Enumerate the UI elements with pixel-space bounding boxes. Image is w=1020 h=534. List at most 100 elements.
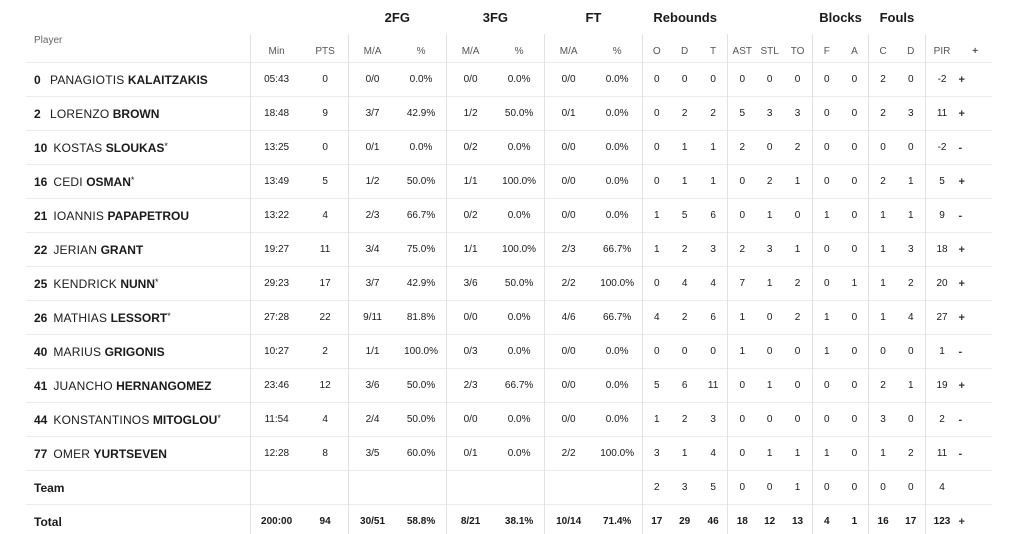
player-row[interactable]: 16 CEDI OSMAN* 13:49 5 1/2 50.0% 1/1 100.0% 0/0 0… <box>26 164 992 199</box>
player-name-cell[interactable]: 16 CEDI OSMAN* <box>26 164 251 199</box>
cell-blocks-a: 0 <box>840 62 869 97</box>
header-fouls-d[interactable]: D <box>907 46 915 57</box>
cell-pts: 17 <box>302 266 349 301</box>
player-row[interactable]: 40 MARIUS GRIGONIS 10:27 2 1/1 100.0% 0/3 0.0% 0… <box>26 334 992 369</box>
total-cell-fg3-pct: 38.1% <box>494 504 545 534</box>
player-last-name[interactable]: SLOUKAS <box>105 140 165 155</box>
player-first-name[interactable]: KOSTAS <box>53 140 103 155</box>
player-first-name[interactable]: LORENZO <box>50 106 110 121</box>
player-name-cell[interactable]: 44 KONSTANTINOS MITOGLOU* <box>26 402 251 437</box>
player-name-cell[interactable]: 77 OMER YURTSEVEN <box>26 436 251 471</box>
player-last-name[interactable]: PAPAPETROU <box>107 208 190 223</box>
total-cell-to: 13 <box>783 504 813 534</box>
player-first-name[interactable]: JUANCHO <box>53 378 113 393</box>
cell-fouls-c: 2 <box>868 62 897 97</box>
header-2fg-ma[interactable]: M/A <box>347 46 397 63</box>
player-last-name[interactable]: BROWN <box>112 106 160 121</box>
player-first-name[interactable]: KONSTANTINOS <box>53 412 150 427</box>
player-row[interactable]: 25 KENDRICK NUNN* 29:23 17 3/7 42.9% 3/6 50.0% 2… <box>26 266 992 301</box>
player-last-name[interactable]: NUNN <box>120 276 155 291</box>
player-last-name[interactable]: KALAITZAKIS <box>127 72 208 87</box>
player-name-cell[interactable]: 40 MARIUS GRIGONIS <box>26 334 251 369</box>
header-stl[interactable]: STL <box>760 46 779 57</box>
cell-fouls-c: 1 <box>868 300 897 335</box>
player-first-name[interactable]: KENDRICK <box>53 276 117 291</box>
player-last-name[interactable]: YURTSEVEN <box>93 446 167 461</box>
header-reb-o[interactable]: O <box>641 46 671 63</box>
cell-fg2-pct: 66.7% <box>396 198 447 233</box>
cell-min: 12:28 <box>249 436 303 471</box>
player-first-name[interactable]: JERIAN <box>53 242 98 257</box>
cell-ft-ma: 0/0 <box>543 130 593 165</box>
player-name-cell[interactable]: 10 KOSTAS SLOUKAS* <box>26 130 251 165</box>
total-cell-ft-ma: 10/14 <box>543 504 593 534</box>
player-name-cell[interactable]: 22 JERIAN GRANT <box>26 232 251 267</box>
cell-reb-d: 2 <box>670 96 699 131</box>
player-row[interactable]: 0 PANAGIOTIS KALAITZAKIS 05:43 0 0/0 0.0% 0/0 0… <box>26 62 992 97</box>
player-last-name[interactable]: LESSORT <box>110 310 168 325</box>
cell-fouls-d: 3 <box>896 96 926 131</box>
player-first-name[interactable]: OMER <box>53 446 91 461</box>
player-row[interactable]: 77 OMER YURTSEVEN 12:28 8 3/5 60.0% 0/1 0.0% 2/2… <box>26 436 992 471</box>
header-3fg-ma[interactable]: M/A <box>445 46 495 63</box>
player-name-cell[interactable]: 0 PANAGIOTIS KALAITZAKIS <box>26 62 251 97</box>
cell-plus-minus: - <box>958 130 992 165</box>
team-cell-reb-t: 5 <box>698 470 728 505</box>
cell-pts: 5 <box>302 164 349 199</box>
player-name-cell[interactable]: 21 IOANNIS PAPAPETROU <box>26 198 251 233</box>
header-reb-d[interactable]: D <box>681 46 689 57</box>
cell-fg3-pct: 50.0% <box>494 96 545 131</box>
player-row[interactable]: 26 MATHIAS LESSORT* 27:28 22 9/11 81.8% 0/0 0.0… <box>26 300 992 335</box>
player-first-name[interactable]: MATHIAS <box>53 310 108 325</box>
player-number: 41 <box>34 378 48 393</box>
header-to[interactable]: TO <box>790 46 805 57</box>
header-blocks-a[interactable]: A <box>851 46 858 57</box>
player-last-name[interactable]: OSMAN <box>86 174 131 189</box>
cell-fg2-pct: 75.0% <box>396 232 447 267</box>
header-ft-ma[interactable]: M/A <box>543 46 593 63</box>
player-first-name[interactable]: CEDI <box>53 174 83 189</box>
cell-ast: 0 <box>727 402 757 437</box>
cell-blocks-a: 0 <box>840 232 869 267</box>
player-row[interactable]: 2 LORENZO BROWN 18:48 9 3/7 42.9% 1/2 50.0% 0/1 0… <box>26 96 992 131</box>
header-ast[interactable]: AST <box>727 46 757 63</box>
team-cell-pir: 4 <box>924 470 959 505</box>
header-pir[interactable]: PIR <box>924 46 959 63</box>
player-row[interactable]: 10 KOSTAS SLOUKAS* 13:25 0 0/1 0.0% 0/2 0.0% 0/0… <box>26 130 992 165</box>
header-fouls-c[interactable]: C <box>868 46 897 63</box>
player-name-cell[interactable]: 25 KENDRICK NUNN* <box>26 266 251 301</box>
header-plus-minus[interactable]: + <box>972 46 979 57</box>
player-name-cell[interactable]: 2 LORENZO BROWN <box>26 96 251 131</box>
player-last-name[interactable]: HERNANGOMEZ <box>116 378 212 393</box>
team-cell-fg3-ma <box>445 470 495 505</box>
header-blocks-f[interactable]: F <box>811 46 841 63</box>
player-first-name[interactable]: IOANNIS <box>53 208 105 223</box>
cell-reb-o: 5 <box>641 368 671 403</box>
header-player[interactable]: Player <box>34 35 63 46</box>
player-number: 40 <box>34 344 48 359</box>
cell-plus-minus: + <box>958 266 992 301</box>
player-last-name[interactable]: MITOGLOU <box>152 412 218 427</box>
player-first-name[interactable]: MARIUS <box>53 344 102 359</box>
header-min[interactable]: Min <box>249 46 303 63</box>
player-last-name[interactable]: GRIGONIS <box>104 344 165 359</box>
player-row[interactable]: 44 KONSTANTINOS MITOGLOU* 11:54 4 2/4 50.0% 0/… <box>26 402 992 437</box>
header-3fg-pct[interactable]: % <box>514 46 524 57</box>
header-pts[interactable]: PTS <box>315 46 335 57</box>
cell-fg2-pct: 42.9% <box>396 96 447 131</box>
cell-ft-ma: 2/2 <box>543 266 593 301</box>
header-2fg-pct[interactable]: % <box>416 46 426 57</box>
player-row[interactable]: 22 JERIAN GRANT 19:27 11 3/4 75.0% 1/1 100.0% 2/… <box>26 232 992 267</box>
player-row[interactable]: 21 IOANNIS PAPAPETROU 13:22 4 2/3 66.7% 0/2 0.0… <box>26 198 992 233</box>
cell-fg2-ma: 2/4 <box>347 402 397 437</box>
player-last-name[interactable]: GRANT <box>100 242 144 257</box>
cell-fg3-pct: 0.0% <box>494 130 545 165</box>
header-reb-t[interactable]: T <box>710 46 717 57</box>
player-name-cell[interactable]: 26 MATHIAS LESSORT* <box>26 300 251 335</box>
player-first-name[interactable]: PANAGIOTIS <box>50 72 125 87</box>
group-spacer <box>26 0 250 34</box>
header-ft-pct[interactable]: % <box>612 46 622 57</box>
player-row[interactable]: 41 JUANCHO HERNANGOMEZ 23:46 12 3/6 50.0% 2/3 6… <box>26 368 992 403</box>
cell-reb-t: 2 <box>698 96 728 131</box>
player-name-cell[interactable]: 41 JUANCHO HERNANGOMEZ <box>26 368 251 403</box>
